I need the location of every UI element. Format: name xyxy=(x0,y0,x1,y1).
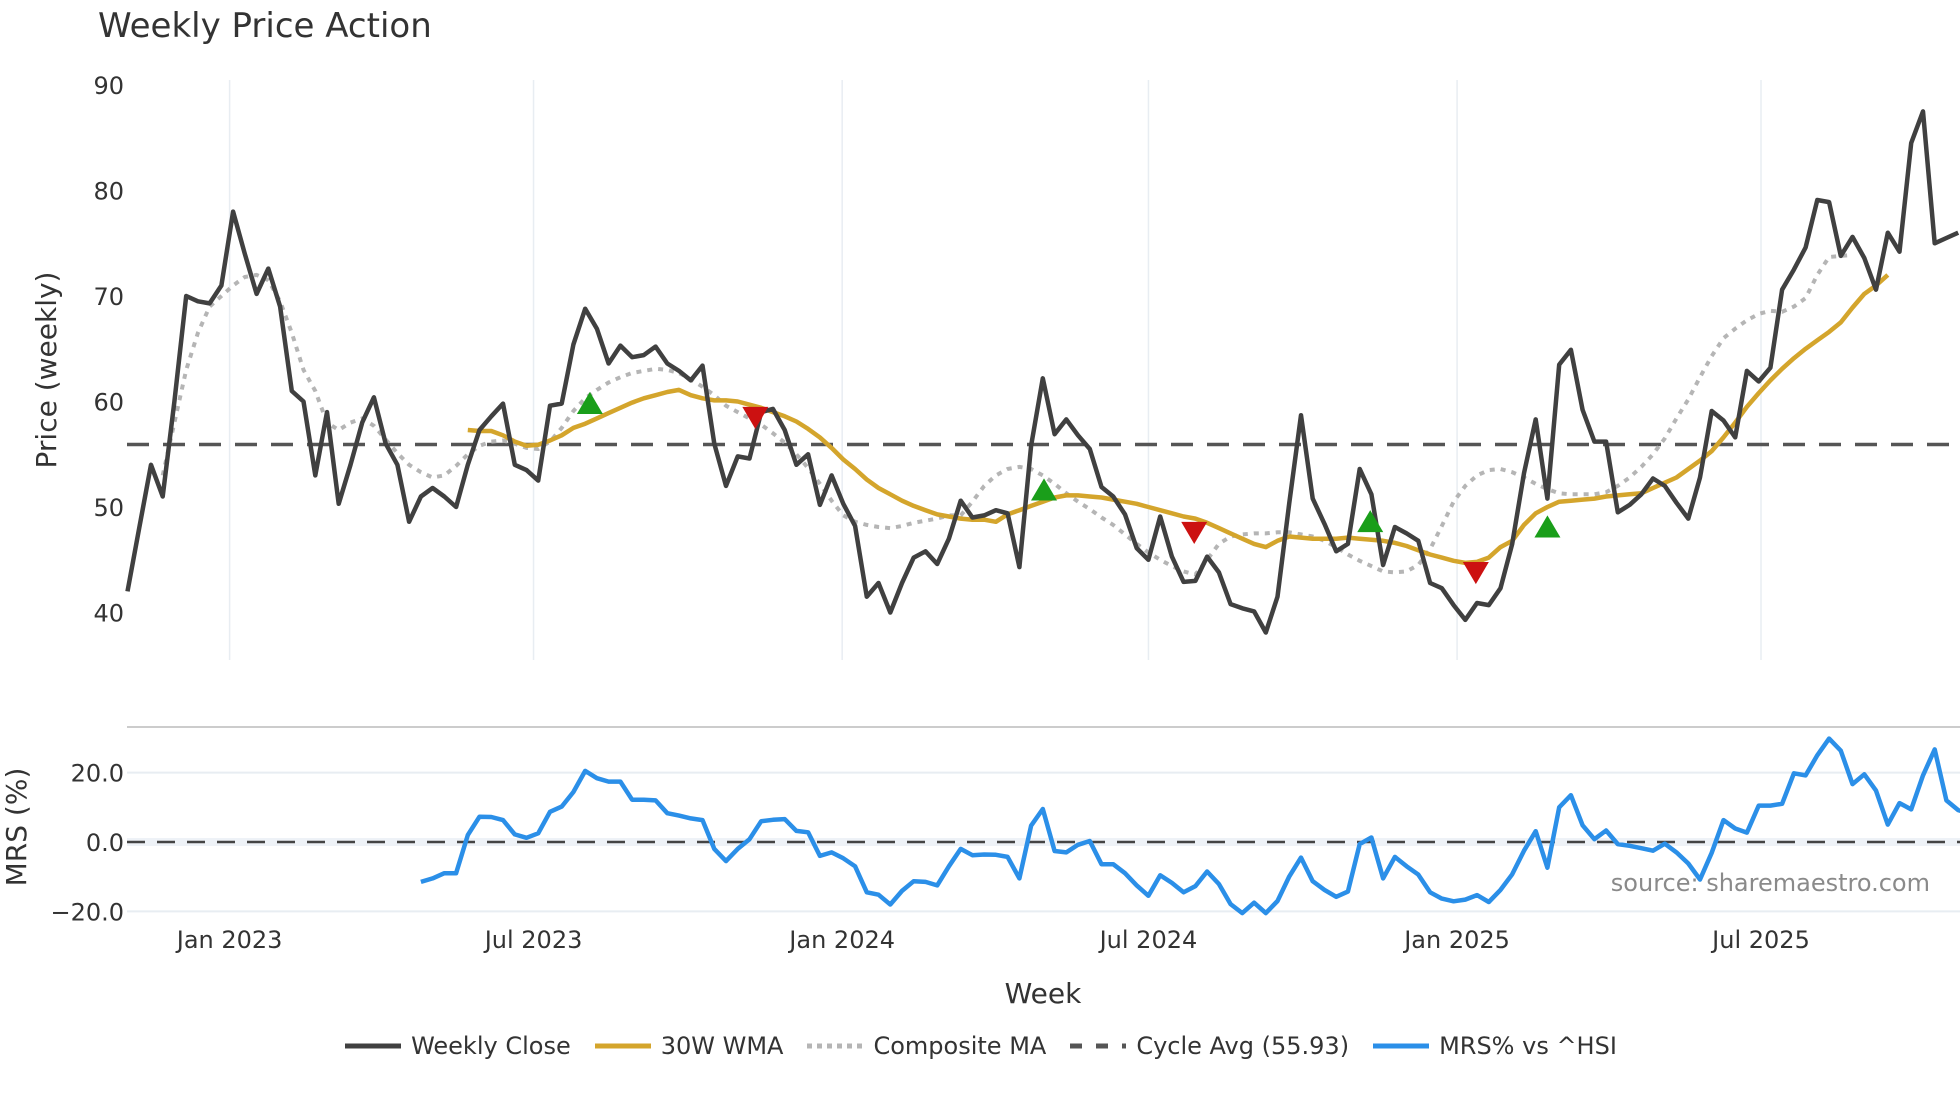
price-y-tick: 40 xyxy=(93,600,124,628)
chart-title: Weekly Price Action xyxy=(98,6,432,46)
x-tick-label: Jul 2024 xyxy=(1098,926,1198,954)
buy-signal-icon xyxy=(576,391,603,415)
buy-signal-icon xyxy=(1534,515,1561,538)
buy-signal-icon xyxy=(1357,510,1384,533)
legend-swatch-icon xyxy=(1373,1043,1430,1049)
legend-swatch-icon xyxy=(345,1043,402,1049)
legend-item[interactable]: Weekly Close xyxy=(343,1032,571,1060)
legend-item[interactable]: 30W WMA xyxy=(593,1032,784,1060)
mrs-y-tick: 20.0 xyxy=(71,760,124,788)
mrs-y-axis-label: MRS (%) xyxy=(0,768,33,887)
mrs-y-axis: −20.0 0.0 20.0 xyxy=(50,760,124,927)
legend-label: Weekly Close xyxy=(411,1032,571,1060)
price-y-axis-label: Price (weekly) xyxy=(30,272,63,469)
sell-signal-icon xyxy=(1181,521,1208,545)
legend-item[interactable]: Composite MA xyxy=(805,1032,1046,1060)
legend-item[interactable]: Cycle Avg (55.93) xyxy=(1068,1032,1349,1060)
legend-swatch-icon xyxy=(807,1043,864,1049)
signal-markers xyxy=(576,391,1561,585)
series-layer xyxy=(125,109,1960,916)
mrs-y-tick: −20.0 xyxy=(50,898,124,926)
legend-label: MRS% vs ^HSI xyxy=(1439,1032,1617,1060)
x-tick-label: Jan 2024 xyxy=(787,926,895,954)
buy-signal-icon xyxy=(1031,478,1058,501)
x-tick-label: Jan 2025 xyxy=(1402,926,1510,954)
legend-swatch-icon xyxy=(594,1043,651,1049)
x-axis-label: Week xyxy=(1005,977,1082,1010)
x-axis: Jan 2023 Jul 2023 Jan 2024 Jul 2024 Jan 2025… xyxy=(175,926,1810,954)
x-tick-label: Jan 2023 xyxy=(175,926,283,954)
30w-wma-line xyxy=(467,273,1890,566)
price-y-axis: 40 50 60 70 80 90 xyxy=(93,72,124,628)
source-annotation: source: sharemaestro.com xyxy=(1611,869,1930,897)
composite-ma-line xyxy=(160,252,1853,577)
weekly-close-line xyxy=(125,109,1960,635)
legend-item[interactable]: MRS% vs ^HSI xyxy=(1371,1032,1617,1060)
sell-signal-icon xyxy=(742,406,769,430)
mrs-vs-hsi-line xyxy=(420,736,1960,916)
price-y-tick: 60 xyxy=(93,389,124,417)
legend: Weekly Close 30W WMA Composite MA Cycle Avg… xyxy=(0,1032,1960,1060)
sell-signal-icon xyxy=(1462,562,1489,585)
legend-label: 30W WMA xyxy=(660,1032,784,1060)
legend-label: Cycle Avg (55.93) xyxy=(1136,1032,1350,1060)
x-tick-label: Jul 2025 xyxy=(1710,926,1810,954)
price-y-tick: 50 xyxy=(93,494,124,522)
legend-swatch-icon xyxy=(1070,1043,1127,1049)
price-y-tick: 70 xyxy=(93,283,124,311)
x-tick-label: Jul 2023 xyxy=(483,926,583,954)
price-y-tick: 80 xyxy=(93,178,124,206)
legend-label: Composite MA xyxy=(873,1032,1047,1060)
mrs-y-tick: 0.0 xyxy=(86,829,124,857)
price-y-tick: 90 xyxy=(93,72,124,100)
